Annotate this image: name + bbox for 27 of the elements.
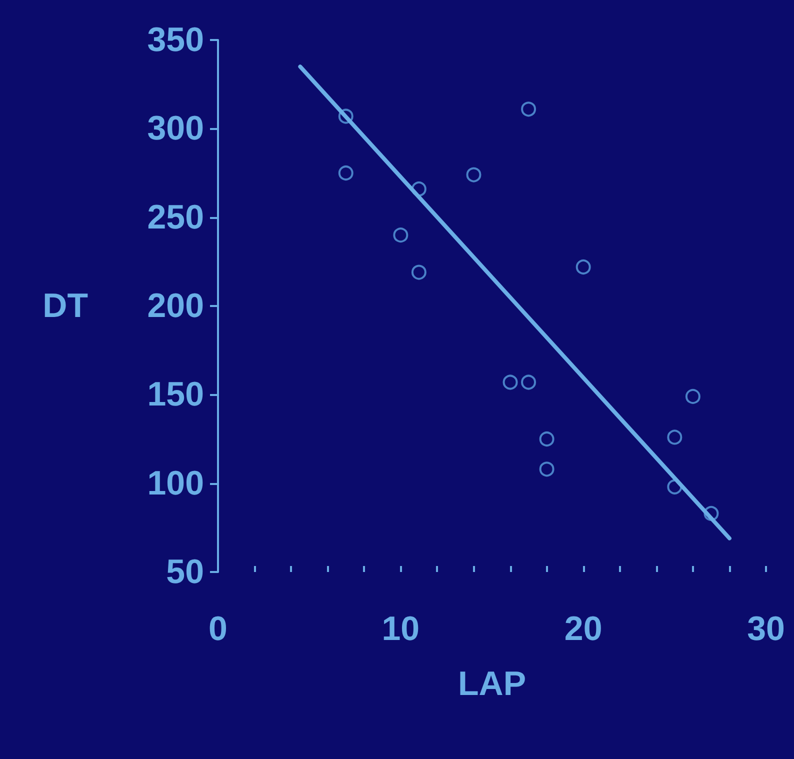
point [576,259,591,274]
y-tick-label: 250 [147,198,204,236]
y-tick-label: 300 [147,110,204,148]
y-tick-label: 50 [166,553,204,591]
point [704,506,719,521]
y-tick-label: 100 [147,464,204,502]
point [521,374,536,390]
point [539,462,554,477]
y-tick-label: 200 [147,287,204,325]
point [685,388,700,404]
y-tick-label: 350 [147,21,204,59]
x-tick-label: 10 [382,610,420,648]
point [521,102,536,117]
y-tick-label: 150 [147,376,204,414]
point [338,166,354,180]
x-tick-label: 20 [564,610,602,648]
point [411,264,426,280]
point [502,374,518,390]
x-axis-title: LAP [458,665,526,703]
point [466,167,482,182]
x-tick-label: 0 [208,610,228,648]
x-tick-label: 30 [747,610,785,648]
point [539,432,554,446]
y-axis-title: DT [42,287,88,325]
point [338,108,354,124]
point [667,430,682,445]
point [393,228,408,243]
